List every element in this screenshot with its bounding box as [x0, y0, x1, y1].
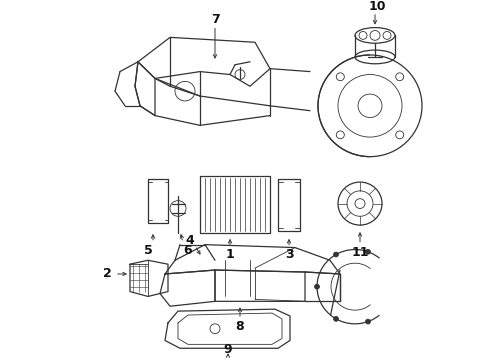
- Circle shape: [315, 284, 319, 289]
- Text: 7: 7: [211, 13, 220, 26]
- Circle shape: [366, 249, 370, 254]
- Circle shape: [334, 316, 339, 321]
- Text: 10: 10: [368, 0, 386, 13]
- Circle shape: [334, 252, 339, 257]
- Text: 5: 5: [144, 244, 152, 257]
- Text: 8: 8: [236, 320, 245, 333]
- Text: 2: 2: [102, 267, 111, 280]
- Circle shape: [366, 319, 370, 324]
- Text: 1: 1: [225, 248, 234, 261]
- Text: 4: 4: [186, 234, 195, 247]
- Text: 11: 11: [351, 246, 369, 259]
- Text: 9: 9: [224, 343, 232, 356]
- Text: 3: 3: [285, 248, 294, 261]
- Text: 6: 6: [184, 244, 192, 257]
